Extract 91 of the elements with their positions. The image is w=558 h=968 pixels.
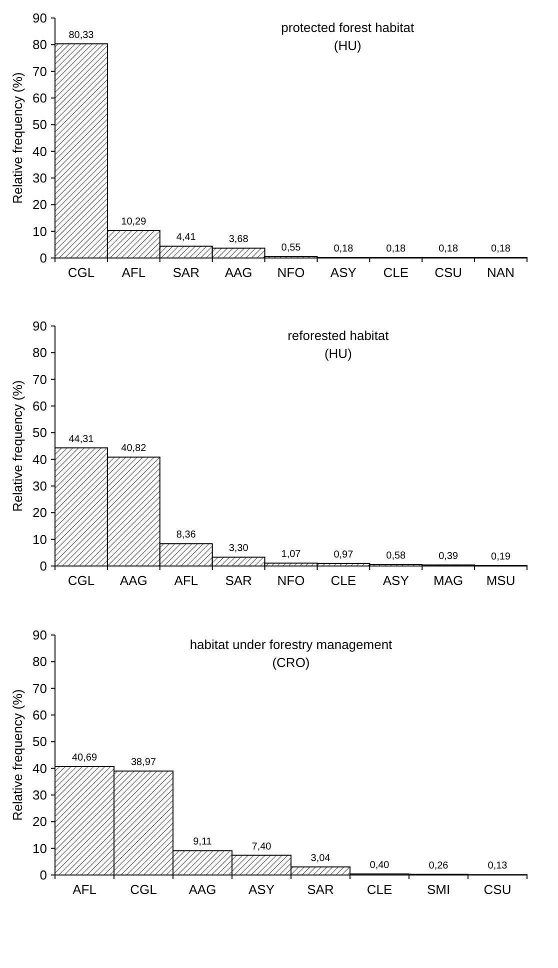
x-tick-label: MSU [486, 573, 516, 588]
x-tick-label: AFL [122, 265, 146, 280]
data-label: 0,39 [438, 550, 458, 562]
data-label: 0,26 [428, 860, 449, 872]
y-tick-label: 60 [32, 708, 47, 723]
x-tick-label: SAR [225, 573, 252, 588]
x-tick-label: NFO [277, 573, 305, 588]
y-tick-label: 60 [32, 398, 47, 414]
y-tick-label: 30 [32, 170, 47, 186]
y-tick-label: 30 [32, 478, 47, 494]
chart-title: protected forest habitat [281, 20, 415, 35]
y-tick-label: 0 [40, 868, 47, 883]
y-tick-label: 60 [32, 90, 47, 106]
x-tick-label: MAG [434, 573, 464, 588]
y-tick-label: 40 [32, 144, 47, 159]
y-axis-title: Relative frequency (%) [10, 380, 25, 512]
y-tick-label: 70 [32, 372, 47, 387]
data-label: 40,69 [72, 752, 98, 764]
x-tick-label: SAR [307, 882, 334, 897]
y-tick-label: 50 [32, 425, 47, 440]
y-axis-title: Relative frequency (%) [10, 72, 25, 204]
x-tick-label: CSU [484, 882, 512, 897]
y-tick-label: 50 [32, 117, 47, 132]
y-tick-label: 70 [32, 680, 47, 696]
x-tick-label: CGL [68, 573, 95, 588]
y-tick-label: 80 [32, 654, 47, 670]
x-tick-label: CLE [383, 265, 409, 280]
x-tick-label: AAG [224, 265, 252, 280]
data-label: 0,58 [386, 550, 406, 562]
y-tick-label: 10 [32, 224, 47, 239]
y-tick-label: 0 [40, 558, 47, 574]
y-tick-label: 70 [32, 64, 47, 79]
x-tick-label: CLE [366, 882, 392, 897]
x-tick-label: ASY [330, 265, 357, 280]
y-tick-label: 90 [32, 10, 47, 26]
y-tick-label: 90 [32, 318, 47, 334]
data-label: 38,97 [130, 757, 156, 768]
y-tick-label: 20 [32, 505, 47, 520]
data-label: 3,30 [228, 543, 249, 554]
data-label: 44,31 [68, 434, 94, 445]
x-tick-label: ASY [248, 882, 275, 897]
y-tick-label: 30 [32, 788, 47, 803]
y-tick-label: 20 [32, 814, 47, 830]
data-label: 7,40 [252, 841, 272, 852]
text: (HU) [334, 38, 362, 53]
x-tick-label: CGL [130, 882, 157, 897]
y-tick-label: 40 [32, 760, 47, 776]
text: (CRO) [272, 655, 310, 670]
y-tick-label: 10 [32, 840, 47, 856]
y-axis-title: Relative frequency (%) [10, 689, 25, 821]
x-tick-label: ASY [382, 573, 410, 588]
data-label: 0,18 [386, 244, 406, 255]
data-label: 9,11 [193, 836, 212, 848]
x-tick-label: AAG [188, 882, 216, 897]
data-label: 0,19 [491, 551, 511, 562]
x-tick-label: CGL [68, 265, 95, 280]
x-tick-label: NAN [487, 265, 515, 280]
x-tick-label: CSU [434, 265, 462, 280]
data-label: 0,97 [334, 549, 354, 560]
data-label: 40,82 [121, 443, 147, 454]
data-label: 80,33 [68, 30, 94, 41]
data-label: 8,36 [176, 530, 196, 541]
chart-title: reforested habitat [288, 328, 390, 343]
data-label: 0,18 [491, 244, 511, 255]
data-label: 0,13 [488, 860, 508, 872]
y-tick-label: 0 [40, 250, 47, 266]
y-tick-label: 20 [32, 197, 47, 212]
chart-title: habitat under forestry management [190, 637, 393, 652]
data-label: 1,07 [281, 549, 302, 560]
x-tick-label: SMI [426, 882, 450, 897]
data-label: 3,68 [228, 234, 249, 246]
y-tick-label: 80 [32, 37, 47, 52]
y-tick-label: 40 [32, 452, 47, 467]
x-tick-label: CLE [330, 573, 356, 588]
data-label: 4,41 [176, 232, 196, 244]
data-label: 0,18 [438, 244, 458, 255]
data-label: 3,04 [310, 852, 331, 864]
y-tick-label: 80 [32, 345, 47, 360]
data-label: 10,29 [121, 216, 147, 228]
x-tick-label: AAG [120, 573, 148, 588]
data-label: 0,55 [281, 242, 302, 254]
text: (HU) [324, 346, 352, 361]
x-tick-label: NFO [277, 265, 305, 280]
y-tick-label: 90 [32, 628, 47, 643]
y-tick-label: 50 [32, 734, 47, 750]
x-tick-label: SAR [172, 265, 200, 280]
x-tick-label: AFL [174, 573, 198, 588]
data-label: 0,40 [370, 860, 390, 871]
x-tick-label: AFL [72, 882, 96, 897]
y-tick-label: 10 [32, 532, 47, 547]
data-label: 0,18 [334, 244, 354, 255]
